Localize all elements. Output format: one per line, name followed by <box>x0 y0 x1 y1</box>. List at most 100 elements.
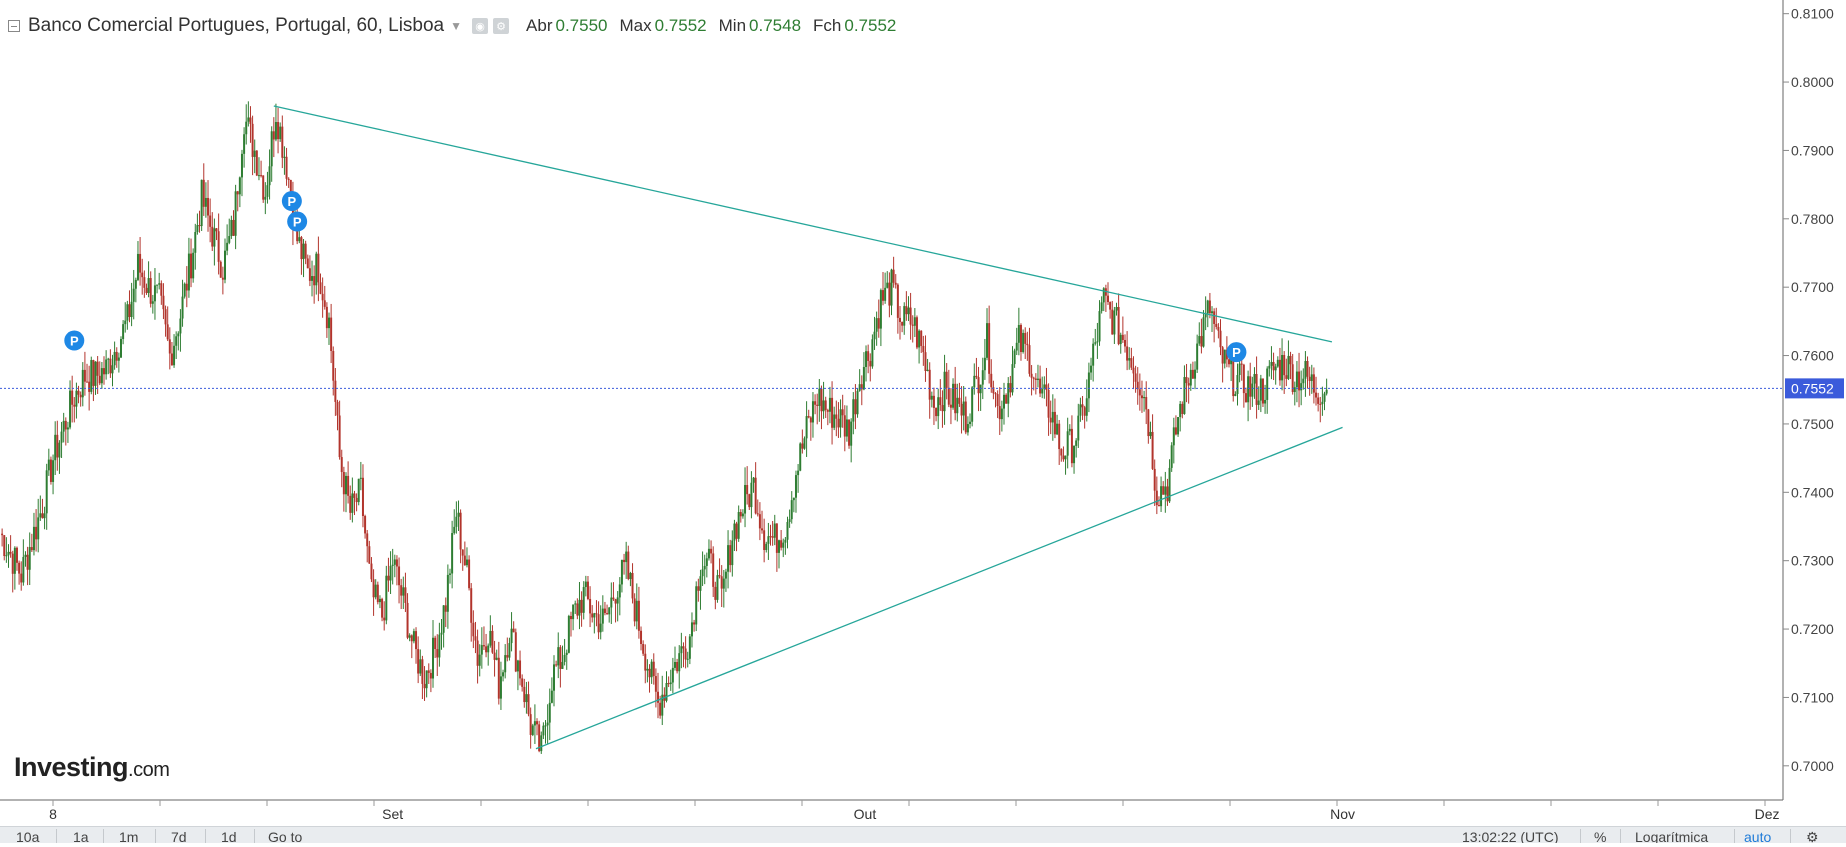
candle-down <box>1174 427 1177 435</box>
candle-down <box>538 724 541 752</box>
candle-up <box>799 443 802 471</box>
candle-up <box>181 296 184 319</box>
candle-up <box>1172 427 1175 446</box>
candle-up <box>451 533 454 574</box>
candle-up <box>661 694 664 716</box>
candle-up <box>1230 358 1233 365</box>
candle-down <box>349 495 352 513</box>
candle-down <box>998 406 1001 420</box>
candle-down <box>1 533 4 536</box>
candle-down <box>915 317 918 348</box>
candle-up <box>865 351 868 367</box>
candle-down <box>1111 309 1114 335</box>
candle-down <box>325 306 328 329</box>
candle-up <box>81 369 84 398</box>
candle-up <box>695 586 698 625</box>
candle-down <box>869 360 872 367</box>
candle-up <box>37 517 40 540</box>
collapse-icon[interactable] <box>8 20 20 32</box>
candle-up <box>773 523 776 538</box>
candle-up <box>650 661 653 678</box>
candle-down <box>1219 330 1222 348</box>
candle-down <box>693 622 696 625</box>
log-scale-toggle[interactable]: Logarítmica <box>1635 829 1709 843</box>
candle-up <box>478 654 481 666</box>
candle-down <box>657 691 660 703</box>
candle-up <box>28 547 31 570</box>
candle-up <box>66 427 69 430</box>
range-1y-button[interactable]: 1a <box>73 829 89 843</box>
candle-down <box>960 403 963 416</box>
candle-down <box>1272 361 1275 371</box>
toolbar-divider <box>155 829 156 843</box>
candle-up <box>457 512 460 517</box>
candle-up <box>351 493 354 513</box>
candle-up <box>1310 374 1313 381</box>
candle-up <box>1274 366 1277 371</box>
candle-down <box>18 562 21 574</box>
range-7d-button[interactable]: 7d <box>171 829 187 843</box>
candle-down <box>410 635 413 642</box>
candle-down <box>459 512 462 550</box>
candle-down <box>287 178 290 180</box>
auto-scale-toggle[interactable]: auto <box>1744 829 1772 843</box>
candle-down <box>251 123 254 157</box>
candle-down <box>20 573 23 583</box>
goto-button[interactable]: Go to <box>268 829 303 843</box>
candle-down <box>775 523 778 553</box>
range-1d-button[interactable]: 1d <box>221 829 237 843</box>
candle-up <box>62 420 65 432</box>
candle-up <box>1257 400 1260 405</box>
candle-down <box>497 657 500 699</box>
percent-toggle[interactable]: % <box>1594 829 1607 843</box>
candle-down <box>1117 306 1120 345</box>
candle-up <box>1119 334 1122 345</box>
candle-up <box>1236 375 1239 395</box>
eye-icon[interactable]: ◉ <box>472 18 489 34</box>
candle-down <box>1109 302 1112 310</box>
candle-down <box>877 318 880 329</box>
candle-up <box>264 196 267 200</box>
candle-up <box>1011 364 1014 393</box>
candle-up <box>156 284 159 286</box>
candle-up <box>1007 383 1010 404</box>
candle-up <box>47 459 50 471</box>
candle-up <box>1281 355 1284 381</box>
candle-up <box>971 387 974 422</box>
logo-domain: .com <box>128 759 170 781</box>
candle-up <box>1302 378 1305 384</box>
gear-icon[interactable]: ⚙ <box>493 18 510 34</box>
range-10y-button[interactable]: 10a <box>16 829 40 843</box>
candle-up <box>1022 332 1025 353</box>
x-tick-label: Dez <box>1755 806 1780 822</box>
candle-down <box>860 384 863 390</box>
candle-down <box>281 126 284 158</box>
candle-up <box>516 660 519 672</box>
candle-up <box>1090 365 1093 373</box>
candle-down <box>1306 360 1309 377</box>
candle-up <box>283 156 286 158</box>
chevron-down-icon[interactable]: ▼ <box>450 19 463 33</box>
candle-down <box>361 477 364 516</box>
candle-up <box>705 558 708 566</box>
candle-down <box>198 225 201 227</box>
toolbar-divider <box>1580 829 1581 843</box>
candle-down <box>64 420 67 430</box>
candle-up <box>1149 431 1152 437</box>
candle-up <box>126 304 129 321</box>
candle-up <box>487 645 490 653</box>
candle-up <box>956 397 959 414</box>
candle-up <box>22 556 25 583</box>
candle-down <box>376 584 379 603</box>
gear-icon[interactable]: ⚙ <box>1806 829 1819 843</box>
candle-down <box>801 443 804 449</box>
candle-down <box>514 632 517 672</box>
candle-down <box>1024 332 1027 344</box>
candle-up <box>480 645 483 655</box>
event-marker-label: P <box>1232 345 1241 360</box>
range-1m-button[interactable]: 1m <box>119 829 139 843</box>
candle-up <box>1251 383 1254 397</box>
candle-down <box>992 387 995 394</box>
